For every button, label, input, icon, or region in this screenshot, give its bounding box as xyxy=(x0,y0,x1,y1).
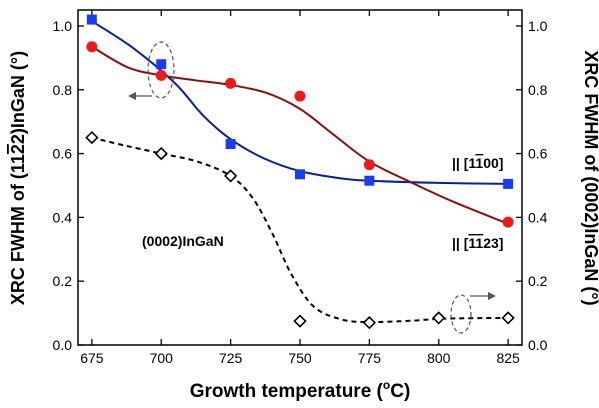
left-axis-indicator xyxy=(128,41,175,100)
y-tick-label-left: 0.4 xyxy=(53,209,73,225)
y-tick-label-left: 0.8 xyxy=(53,82,73,98)
indicator-ellipse-right xyxy=(450,294,472,334)
data-point-square xyxy=(364,175,375,186)
x-tick-label: 675 xyxy=(80,350,104,366)
data-point-diamond xyxy=(85,130,99,145)
series-label-1100: || [1100] xyxy=(452,155,503,171)
y-tick-label-right: 0.0 xyxy=(528,337,548,353)
data-point-circle xyxy=(155,69,167,81)
series-line-2 xyxy=(91,136,509,324)
data-point-diamond xyxy=(362,316,377,330)
data-point-square xyxy=(86,14,97,25)
x-tick-label: 800 xyxy=(427,350,451,366)
data-point-circle xyxy=(502,216,514,228)
data-point-square xyxy=(156,59,167,70)
series-line-1 xyxy=(91,45,509,225)
x-tick-label: 700 xyxy=(150,350,174,366)
indicator-arrowhead-right xyxy=(488,292,496,300)
x-tick-label: 775 xyxy=(358,350,382,366)
right-axis-indicator xyxy=(450,292,496,334)
y-tick-label-left: 1.0 xyxy=(53,18,73,34)
y-tick-label-right: 0.8 xyxy=(528,82,548,98)
y-tick-label-right: 0.4 xyxy=(528,209,548,225)
data-point-circle xyxy=(86,41,98,53)
data-point-square xyxy=(503,178,514,189)
series-markers xyxy=(85,14,515,330)
series-label-1123: || [1123] xyxy=(452,235,503,251)
data-point-diamond xyxy=(293,314,307,328)
data-point-diamond xyxy=(154,146,168,161)
y-axis-right-title: XRC FWHM of (0002)InGaN (°) xyxy=(581,50,599,305)
indicator-arrowhead-left xyxy=(128,92,136,100)
data-point-diamond xyxy=(223,169,238,183)
y-tick-label-left: 0.2 xyxy=(53,273,73,289)
y-tick-label-right: 0.2 xyxy=(528,273,548,289)
x-tick-label: 825 xyxy=(496,350,520,366)
y-tick-label-left: 0.0 xyxy=(53,337,73,353)
data-point-square xyxy=(225,139,236,149)
y-axis-left-ticks: 0.0 0.2 0.4 0.6 0.8 1.0 xyxy=(53,18,84,353)
series-label-ingan: (0002)InGaN xyxy=(142,233,224,249)
data-point-circle xyxy=(294,90,306,102)
data-point-diamond xyxy=(501,311,515,325)
y-tick-label-right: 1.0 xyxy=(528,18,548,34)
data-point-diamond xyxy=(432,311,446,325)
y-axis-right-ticks: 0.0 0.2 0.4 0.6 0.8 1.0 xyxy=(516,18,548,353)
indicator-ellipse-left xyxy=(147,41,175,99)
x-tick-label: 750 xyxy=(288,350,312,366)
x-axis-ticks: 675 700 725 750 775 800 825 xyxy=(80,10,520,366)
y-tick-label-right: 0.6 xyxy=(528,146,548,162)
data-point-square xyxy=(295,169,305,180)
x-axis-title: Growth temperature (oC) xyxy=(190,378,411,402)
data-point-circle xyxy=(225,77,237,89)
y-axis-left-title: XRC FWHM of (1122)InGaN (°) xyxy=(8,51,28,305)
y-tick-label-left: 0.6 xyxy=(53,146,73,162)
data-point-circle xyxy=(363,159,375,171)
x-tick-label: 725 xyxy=(219,350,243,366)
